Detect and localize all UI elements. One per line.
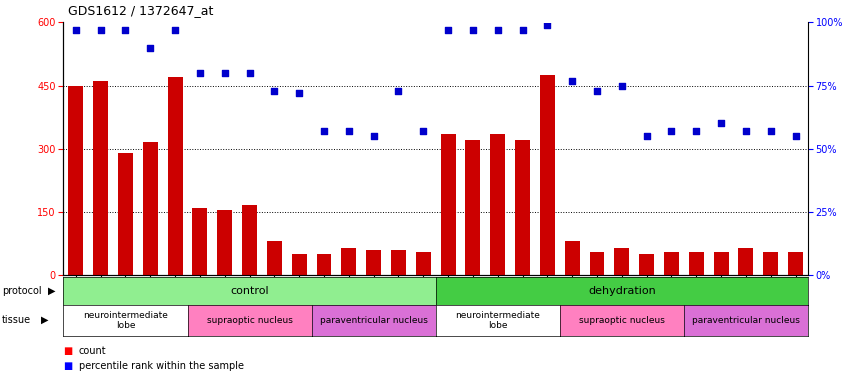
Bar [267, 241, 282, 275]
Point [788, 133, 802, 139]
Point [714, 120, 728, 126]
Bar [565, 241, 580, 275]
Bar [590, 252, 604, 275]
Point [764, 128, 777, 134]
Bar [515, 140, 530, 275]
Bar [118, 153, 133, 275]
Point [442, 27, 455, 33]
Point [739, 128, 753, 134]
Text: neurointermediate
lobe: neurointermediate lobe [83, 310, 168, 330]
Bar [316, 254, 332, 275]
Bar [292, 254, 306, 275]
Text: tissue: tissue [2, 315, 30, 325]
Bar [342, 248, 356, 275]
Point [317, 128, 331, 134]
Text: neurointermediate
lobe: neurointermediate lobe [455, 310, 540, 330]
Bar [143, 142, 157, 275]
Bar [614, 248, 629, 275]
Point [267, 88, 281, 94]
Point [94, 27, 107, 33]
Bar [416, 252, 431, 275]
Bar [242, 206, 257, 275]
Point [392, 88, 405, 94]
Text: percentile rank within the sample: percentile rank within the sample [79, 361, 244, 370]
Bar [491, 134, 505, 275]
Bar [540, 75, 555, 275]
Text: count: count [79, 346, 107, 355]
Bar [366, 250, 381, 275]
Text: ▶: ▶ [41, 315, 48, 325]
Point [69, 27, 83, 33]
Bar [69, 86, 83, 275]
Text: ■: ■ [63, 346, 73, 355]
Point [118, 27, 132, 33]
Bar [689, 252, 704, 275]
Point [218, 70, 232, 76]
Text: supraoptic nucleus: supraoptic nucleus [579, 316, 665, 325]
Point [565, 78, 579, 84]
Point [591, 88, 604, 94]
Point [541, 22, 554, 28]
Point [689, 128, 703, 134]
Bar [465, 140, 481, 275]
Text: dehydration: dehydration [588, 286, 656, 296]
Point [615, 82, 629, 88]
Bar [640, 254, 654, 275]
Text: paraventricular nucleus: paraventricular nucleus [320, 316, 427, 325]
Point [144, 45, 157, 51]
Bar [168, 77, 183, 275]
Point [466, 27, 480, 33]
Text: protocol: protocol [2, 286, 41, 296]
Point [367, 133, 381, 139]
Point [243, 70, 256, 76]
Point [342, 128, 355, 134]
Bar [763, 252, 778, 275]
Bar [391, 250, 406, 275]
Point [491, 27, 504, 33]
Text: control: control [230, 286, 269, 296]
Point [168, 27, 182, 33]
Text: ■: ■ [63, 361, 73, 370]
Point [293, 90, 306, 96]
Point [665, 128, 678, 134]
Bar [664, 252, 678, 275]
Bar [193, 208, 207, 275]
Point [193, 70, 206, 76]
Text: supraoptic nucleus: supraoptic nucleus [206, 316, 293, 325]
Text: ▶: ▶ [48, 286, 56, 296]
Bar [739, 248, 753, 275]
Bar [93, 81, 108, 275]
Text: GDS1612 / 1372647_at: GDS1612 / 1372647_at [68, 4, 213, 17]
Point [416, 128, 430, 134]
Bar [714, 252, 728, 275]
Bar [788, 252, 803, 275]
Text: paraventricular nucleus: paraventricular nucleus [692, 316, 799, 325]
Point [640, 133, 653, 139]
Bar [217, 210, 232, 275]
Point [516, 27, 530, 33]
Bar [441, 134, 455, 275]
